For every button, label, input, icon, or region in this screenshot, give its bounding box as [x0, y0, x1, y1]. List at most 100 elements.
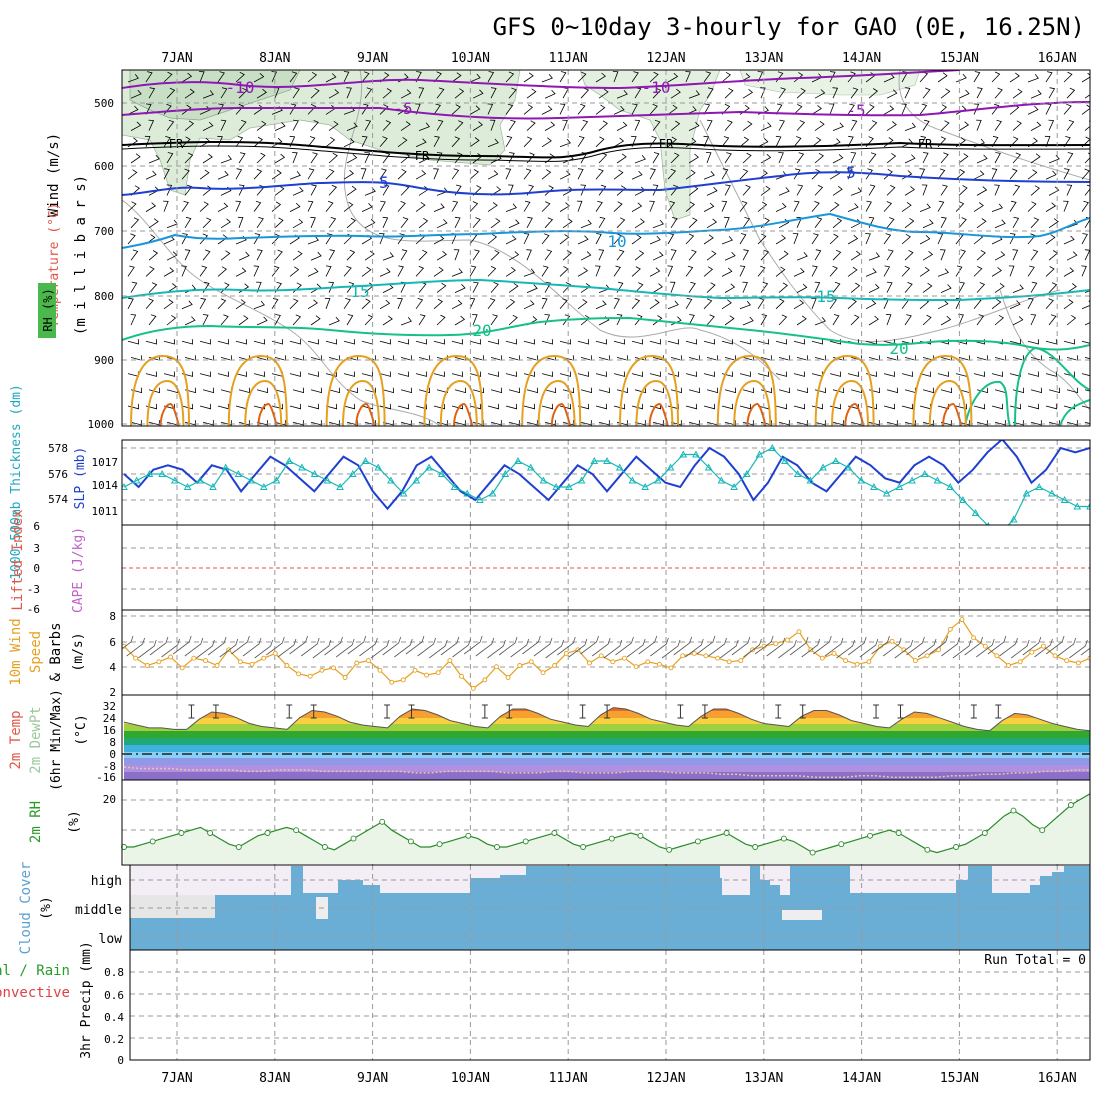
wind-barb	[181, 136, 191, 148]
wind-barb	[847, 168, 853, 180]
wind-barb	[202, 355, 215, 361]
wind-barb	[793, 267, 805, 277]
wind-barb	[325, 339, 338, 345]
wind-barb	[130, 249, 139, 261]
wind-barb	[541, 137, 552, 148]
wind-barb	[901, 403, 914, 410]
rh2m-point	[637, 832, 644, 839]
wind10-point	[715, 655, 721, 661]
wind-barb	[739, 300, 751, 310]
wind-barb	[904, 314, 912, 326]
wind-barb	[253, 233, 261, 245]
wind10-point	[493, 664, 499, 670]
y-tick: 8	[109, 610, 116, 623]
wind-barb	[994, 152, 1001, 164]
wind-barb	[541, 201, 551, 212]
wind-barb	[289, 171, 301, 180]
wind10-barb	[475, 637, 495, 657]
temp-contour-5	[122, 171, 1090, 196]
wind-barb	[1066, 315, 1077, 326]
thickness-point	[387, 476, 395, 484]
wind-barb	[1045, 202, 1057, 212]
thickness-point	[158, 469, 166, 477]
wind-barb	[1066, 152, 1074, 164]
y-tick: 8	[109, 736, 116, 749]
wind-barb	[400, 217, 409, 229]
wind-barb	[775, 339, 788, 345]
wind-barb	[292, 218, 304, 229]
wind-barb	[346, 154, 358, 164]
wind-barb	[850, 250, 861, 261]
wind-barb	[883, 105, 895, 115]
wind10-point	[796, 629, 802, 635]
wind10-barb	[1010, 639, 1030, 659]
warm-temp-loop	[716, 354, 777, 426]
wind10-barb	[1057, 637, 1077, 657]
warm-temp-loop	[814, 354, 875, 426]
wind-barb	[469, 201, 479, 212]
wind-barb	[559, 202, 570, 212]
thickness-point	[298, 463, 306, 471]
wind10-point	[912, 658, 918, 664]
cloud-middle-gap	[130, 895, 215, 920]
wind-barb	[292, 387, 305, 394]
wind10-series-line	[123, 618, 1090, 690]
wind-barb	[256, 120, 267, 131]
temp-bands	[124, 707, 1090, 780]
wind-barb	[217, 103, 224, 115]
y-tick: 578	[48, 442, 68, 455]
y-tick: 1017	[92, 456, 119, 469]
wind-barb	[832, 387, 845, 394]
wind-barb	[595, 168, 604, 180]
wind-barb	[919, 168, 926, 180]
wind-barb	[415, 201, 426, 212]
precip-y-ticks: 0.8 0.6 0.4 0.2 0	[104, 966, 124, 1067]
wind-barb	[469, 137, 480, 148]
wind-barb	[127, 297, 134, 309]
wind-barb	[328, 120, 339, 131]
wind-barb	[832, 122, 844, 131]
temp-minmax-bar	[481, 704, 488, 719]
upper-air-panel: -10 -10 -5 -5 FR FR FR FR 5 5 10 15 15 2…	[122, 70, 1090, 426]
wind-barb	[1012, 355, 1025, 361]
wind-barb	[958, 355, 971, 361]
y-tick: 574	[48, 493, 68, 506]
wind-barb	[343, 138, 355, 148]
wind-barb	[739, 168, 749, 180]
wind-barb	[667, 339, 680, 345]
wind-barb	[667, 371, 680, 377]
rh2m-point	[293, 827, 300, 834]
wind-barb	[382, 355, 395, 361]
wind10-barb	[487, 639, 506, 659]
wind-barb	[901, 201, 912, 212]
wind-barb	[382, 315, 393, 326]
temp-minmax-bar	[970, 704, 977, 719]
ylabel-wind10-3: & Barbs	[48, 622, 64, 681]
wind-barb	[307, 200, 314, 212]
wind-barb	[364, 119, 372, 131]
wind10-point	[645, 659, 651, 665]
wind-barb	[775, 266, 786, 277]
wind-barb	[1084, 421, 1090, 424]
wind-barb	[811, 136, 822, 148]
wind10-point	[331, 665, 336, 671]
wind-barb	[742, 249, 749, 261]
wind-barb	[595, 403, 608, 410]
wind-barb	[451, 104, 461, 115]
upper-panel-frame	[121, 69, 1091, 427]
wind-barb	[814, 120, 825, 131]
wind-barb	[289, 339, 302, 345]
wind-barb	[1084, 120, 1090, 131]
wind-barb	[235, 371, 248, 377]
wind-barb	[310, 251, 322, 261]
wind-barb	[616, 153, 627, 164]
wind-barb	[1081, 104, 1090, 115]
wind-barb	[1012, 184, 1021, 196]
wind-barb	[580, 219, 592, 229]
wind-barb	[453, 249, 460, 261]
wind-barb	[955, 265, 963, 277]
temp-band	[124, 731, 1090, 738]
y-tick: 0.8	[104, 966, 124, 979]
wind-barb	[724, 283, 736, 293]
wind-barb	[883, 201, 893, 212]
